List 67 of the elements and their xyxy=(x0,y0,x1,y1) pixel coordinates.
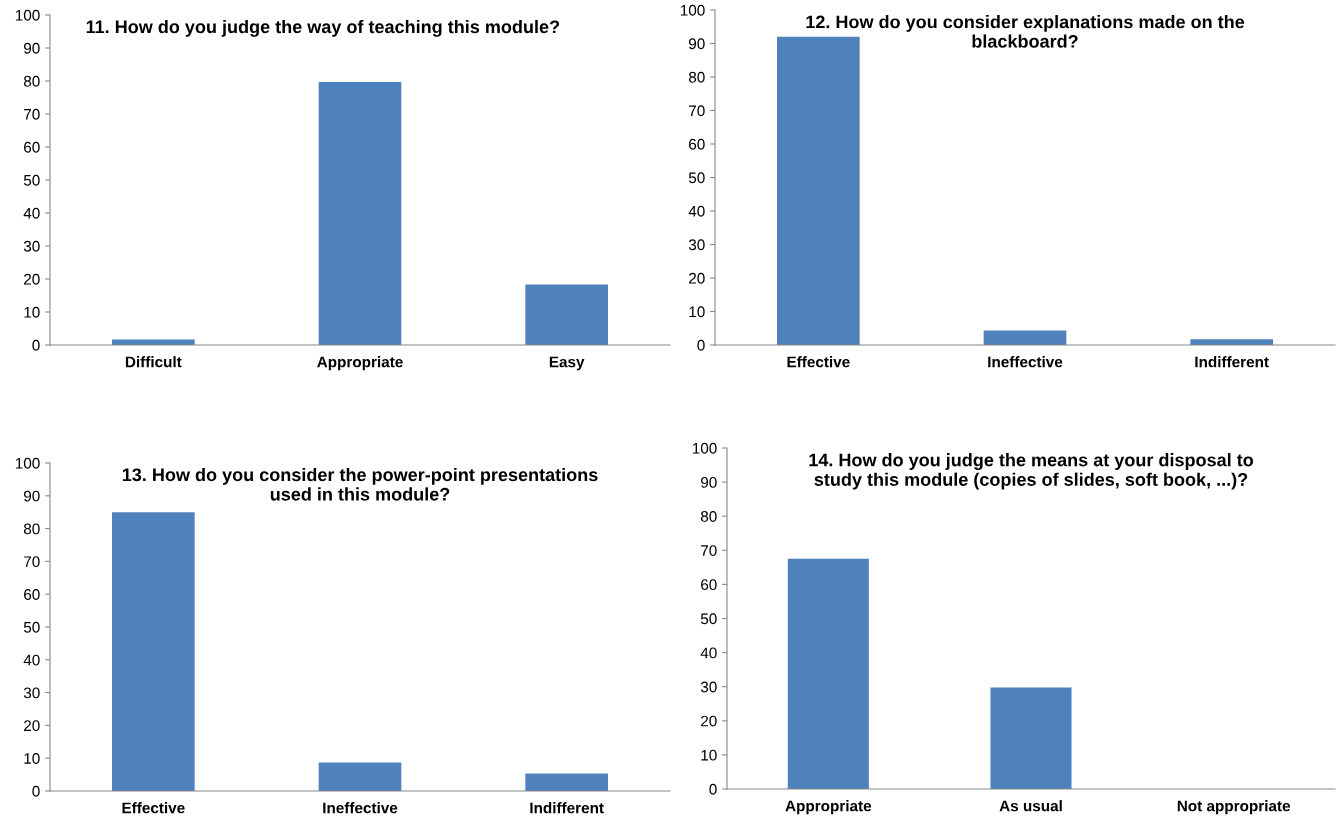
y-tick-label: 100 xyxy=(692,442,717,454)
y-tick-label: 100 xyxy=(680,4,705,16)
x-tick-label: Appropriate xyxy=(317,356,403,371)
x-tick-label: Difficult xyxy=(125,356,182,368)
bar xyxy=(983,330,1067,345)
x-tick-label: As usual xyxy=(999,800,1062,812)
y-tick-label: 60 xyxy=(689,138,705,150)
y-tick-label: 10 xyxy=(24,306,40,318)
y-tick-label: 40 xyxy=(23,207,40,219)
y-tick-label: 60 xyxy=(24,141,40,153)
bar xyxy=(112,512,195,791)
y-tick-label: 40 xyxy=(23,654,40,666)
bar xyxy=(318,81,402,345)
y-tick-label: 90 xyxy=(24,490,40,502)
y-tick-label: 100 xyxy=(15,9,40,21)
y-tick-label: 50 xyxy=(700,613,717,625)
y-tick-label: 10 xyxy=(689,306,705,318)
x-tick-label: Appropriate xyxy=(785,800,872,815)
y-tick-label: 30 xyxy=(23,687,40,699)
y-tick-label: 50 xyxy=(23,621,40,633)
y-tick-label: 10 xyxy=(24,753,40,764)
text: 14. How do you judge the means at your disposal to study this module (copies of slides, soft book, ...)? xyxy=(809,453,1254,490)
x-tick-label: Not appropriate xyxy=(1177,800,1291,815)
x-tick-label: Ineffective xyxy=(988,356,1063,368)
y-tick-label: 20 xyxy=(701,715,717,727)
y-tick-label: 0 xyxy=(709,783,717,795)
y-tick-label: 70 xyxy=(701,545,717,556)
y-tick-label: 70 xyxy=(24,556,40,568)
y-tick-label: 0 xyxy=(32,339,40,351)
x-tick-label: Indifferent xyxy=(530,802,604,814)
y-tick-label: 80 xyxy=(688,71,705,83)
bar xyxy=(525,284,608,345)
y-tick-label: 90 xyxy=(689,38,705,50)
y-tick-label: 0 xyxy=(697,339,705,351)
y-tick-label: 60 xyxy=(24,589,40,600)
y-tick-label: 20 xyxy=(24,273,40,285)
y-tick-label: 70 xyxy=(689,105,705,117)
y-tick-label: 20 xyxy=(24,720,40,732)
x-tick-label: Effective xyxy=(122,802,185,814)
y-tick-label: 20 xyxy=(689,272,705,284)
y-tick-label: 80 xyxy=(700,511,717,522)
y-tick-label: 50 xyxy=(23,174,40,186)
y-tick-label: 30 xyxy=(23,240,40,252)
y-tick-label: 100 xyxy=(15,457,40,469)
y-tick-label: 40 xyxy=(700,647,717,659)
y-tick-label: 50 xyxy=(688,172,705,184)
y-tick-label: 80 xyxy=(23,523,40,535)
y-tick-label: 60 xyxy=(701,579,717,591)
y-tick-label: 30 xyxy=(688,239,705,251)
bar xyxy=(318,762,402,791)
bar xyxy=(777,36,860,345)
y-tick-label: 90 xyxy=(701,476,717,488)
bar xyxy=(525,773,608,791)
y-tick-label: 30 xyxy=(700,681,717,693)
x-tick-label: Indifferent xyxy=(1195,356,1269,368)
y-tick-label: 10 xyxy=(701,749,717,761)
y-tick-label: 70 xyxy=(24,108,40,120)
x-tick-label: Easy xyxy=(549,356,585,371)
x-tick-label: Ineffective xyxy=(323,802,398,814)
y-tick-label: 80 xyxy=(23,75,40,87)
y-tick-label: 90 xyxy=(24,42,40,54)
y-tick-label: 0 xyxy=(32,785,40,797)
x-tick-label: Effective xyxy=(787,356,850,368)
text: 13. How do you consider the power-point presentations used in this module? xyxy=(122,467,598,501)
chart-title: 11. How do you judge the way of teaching this module? xyxy=(86,19,560,37)
text: 12. How do you consider explanations made on the blackboard? xyxy=(806,15,1245,48)
y-tick-label: 40 xyxy=(688,205,705,217)
